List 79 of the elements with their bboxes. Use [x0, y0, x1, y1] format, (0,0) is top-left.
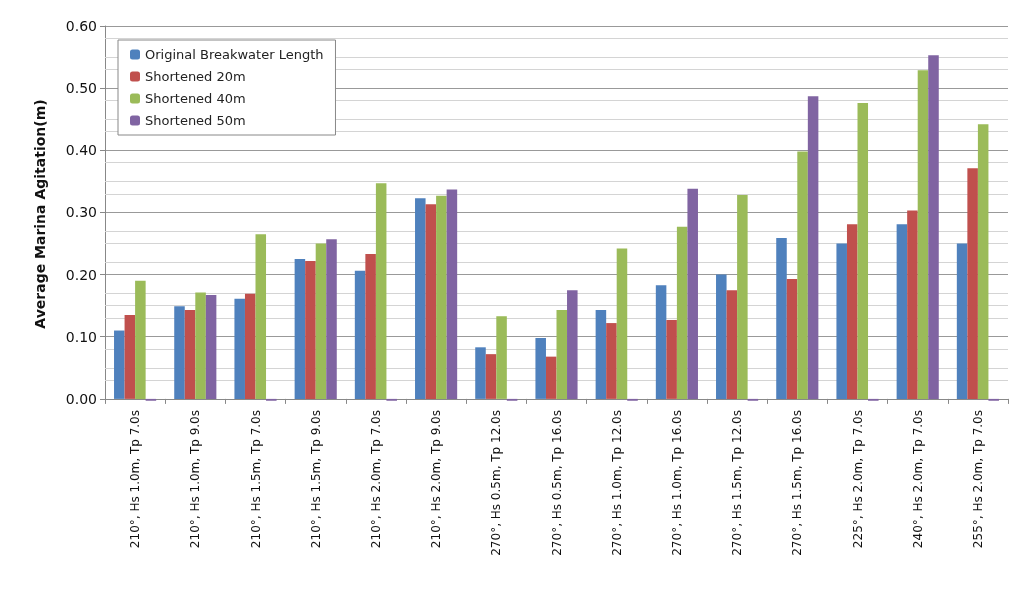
bar: [786, 278, 798, 399]
legend-label: Shortened 20m: [145, 69, 246, 84]
bar: [244, 293, 256, 399]
bar: [375, 183, 387, 399]
x-tick-label: 270°, Hs 0.5m, Tp 16.0s: [549, 410, 564, 556]
y-tick-label: 0.60: [65, 18, 97, 34]
bar: [606, 323, 617, 399]
bar: [907, 210, 918, 399]
bar: [365, 254, 376, 399]
bar: [616, 248, 628, 399]
legend-label: Shortened 40m: [145, 91, 246, 106]
x-tick-label: 270°, Hs 0.5m, Tp 12.0s: [489, 410, 504, 556]
y-tick-label: 0.40: [65, 142, 97, 159]
bar: [716, 274, 727, 399]
x-tick-label: 225°, Hs 2.0m, Tp 7.0s: [850, 410, 865, 549]
bar: [174, 306, 185, 399]
bar: [354, 270, 366, 399]
x-tick-label: 210°, Hs 2.0m, Tp 7.0s: [368, 410, 383, 549]
bar: [425, 204, 437, 399]
y-tick-label: 0.00: [65, 390, 97, 407]
bar: [415, 198, 426, 399]
bar: [687, 188, 698, 399]
bar: [496, 316, 507, 399]
bar: [896, 224, 908, 399]
bar: [485, 354, 497, 399]
bar: [436, 195, 447, 399]
x-tick-label: 270°, Hs 1.5m, Tp 12.0s: [730, 410, 745, 556]
bar: [205, 295, 217, 399]
bar: [807, 96, 819, 399]
bar: [315, 243, 327, 399]
bar: [326, 239, 337, 399]
bar: [535, 337, 546, 399]
y-tick-label: 0.10: [65, 328, 97, 345]
bar: [234, 298, 245, 399]
bar: [737, 195, 748, 399]
bar: [857, 103, 869, 399]
x-tick-label: 270°, Hs 1.0m, Tp 16.0s: [669, 410, 684, 556]
bar: [836, 243, 847, 399]
bar: [956, 243, 968, 399]
bar: [124, 314, 136, 399]
x-tick-label: 270°, Hs 1.0m, Tp 12.0s: [609, 410, 624, 556]
bar: [726, 290, 738, 399]
bar: [135, 280, 146, 399]
y-axis-title: Average Marina Agitation(m): [32, 99, 48, 329]
bar: [967, 168, 978, 399]
x-tick-label: 270°, Hs 1.5m, Tp 16.0s: [790, 410, 805, 556]
bar: [195, 292, 206, 399]
bar: [846, 224, 858, 399]
bar: [114, 330, 125, 399]
bar: [556, 310, 568, 399]
x-tick-label: 240°, Hs 2.0m, Tp 7.0s: [910, 410, 925, 549]
bar: [928, 55, 939, 399]
bar: [977, 124, 989, 399]
x-tick-label: 255°, Hs 2.0m, Tp 7.0s: [970, 410, 985, 549]
y-tick-label: 0.50: [65, 80, 97, 97]
bar: [655, 285, 667, 399]
x-tick-label: 210°, Hs 1.0m, Tp 7.0s: [128, 410, 143, 549]
bar: [917, 70, 929, 399]
bar: [294, 259, 306, 399]
bar: [184, 310, 196, 399]
bar: [305, 260, 316, 399]
bar: [666, 319, 677, 399]
y-tick-label: 0.30: [65, 204, 97, 221]
x-tick-label: 210°, Hs 1.5m, Tp 7.0s: [248, 410, 263, 549]
legend-label: Shortened 50m: [145, 113, 246, 128]
bar: [776, 237, 787, 399]
x-tick-label: 210°, Hs 1.0m, Tp 9.0s: [188, 410, 203, 549]
bar: [676, 226, 688, 399]
y-tick-label: 0.20: [65, 266, 97, 283]
bar: [797, 151, 808, 399]
bar: [255, 234, 267, 399]
bar: [446, 189, 458, 399]
x-tick-label: 210°, Hs 1.5m, Tp 9.0s: [308, 410, 323, 549]
bar: [545, 356, 557, 399]
bar: [595, 310, 607, 399]
bar: [567, 290, 578, 399]
bar: [475, 347, 486, 399]
legend-label: Original Breakwater Length: [145, 47, 324, 62]
x-tick-label: 210°, Hs 2.0m, Tp 9.0s: [429, 410, 444, 549]
